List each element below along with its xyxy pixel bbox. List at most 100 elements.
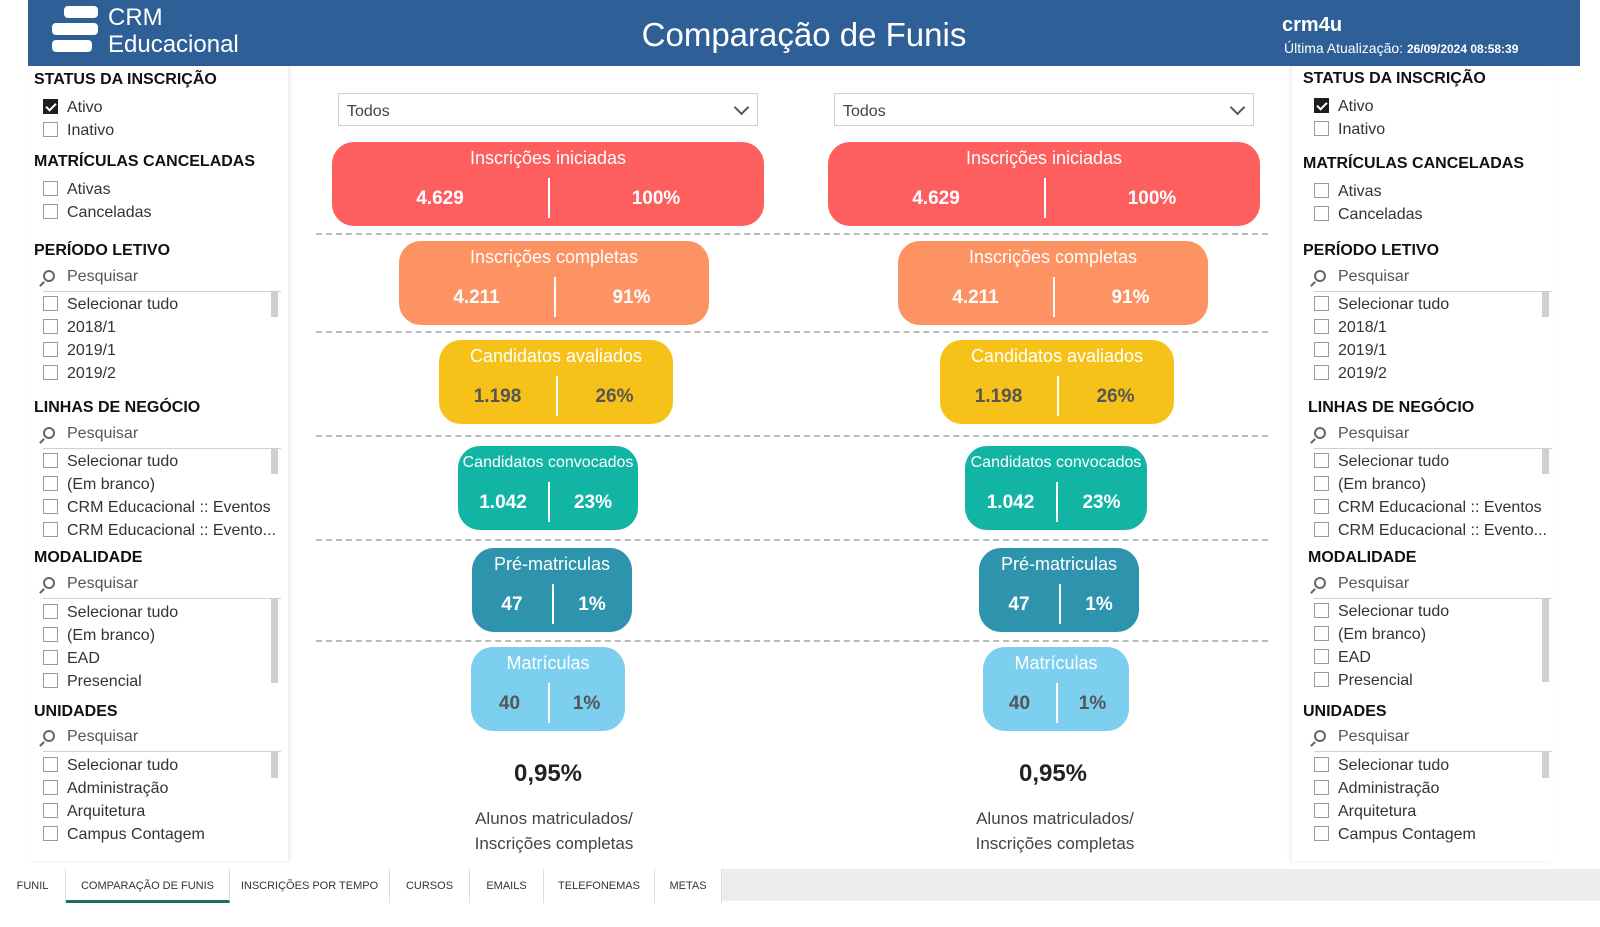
scrollbar[interactable] (1542, 752, 1549, 778)
checkbox[interactable] (1314, 206, 1329, 221)
cancel-option[interactable]: Ativas (1314, 182, 1382, 202)
checkbox[interactable] (1314, 780, 1329, 795)
business-line-option[interactable]: (Em branco) (43, 475, 155, 495)
checkbox[interactable] (1314, 522, 1329, 537)
modality-option[interactable]: EAD (43, 649, 100, 669)
period-search-input[interactable]: Pesquisar (1314, 268, 1552, 292)
checkbox[interactable] (1314, 649, 1329, 664)
tab-inscri-es-por-tempo[interactable]: INSCRIÇÕES POR TEMPO (230, 869, 390, 903)
checkbox[interactable] (1314, 757, 1329, 772)
status-option[interactable]: Ativo (43, 98, 103, 118)
units-option[interactable]: Selecionar tudo (1314, 756, 1449, 776)
checkbox[interactable] (43, 627, 58, 642)
units-search-input[interactable]: Pesquisar (43, 728, 281, 752)
units-option[interactable]: Administração (1314, 779, 1439, 799)
checkbox[interactable] (1314, 626, 1329, 641)
business-line-option[interactable]: CRM Educacional :: Eventos (1314, 498, 1542, 518)
modality-search-input[interactable]: Pesquisar (43, 575, 281, 599)
period-option[interactable]: 2019/1 (1314, 341, 1387, 361)
units-option[interactable]: Campus Contagem (43, 825, 205, 845)
scrollbar[interactable] (271, 752, 278, 778)
business-line-search-input[interactable]: Pesquisar (1314, 425, 1552, 449)
modality-option[interactable]: (Em branco) (1314, 625, 1426, 645)
checkbox[interactable] (1314, 476, 1329, 491)
funnel-2-dropdown[interactable]: Todos (834, 93, 1254, 126)
units-option[interactable]: Campus Contagem (1314, 825, 1476, 845)
checkbox[interactable] (43, 122, 58, 137)
checkbox[interactable] (43, 342, 58, 357)
business-line-option[interactable]: Selecionar tudo (43, 452, 178, 472)
modality-search-input[interactable]: Pesquisar (1314, 575, 1552, 599)
units-option[interactable]: Administração (43, 779, 168, 799)
checkbox[interactable] (43, 499, 58, 514)
scrollbar[interactable] (271, 599, 278, 683)
units-search-input[interactable]: Pesquisar (1314, 728, 1552, 752)
scrollbar[interactable] (271, 291, 278, 317)
checkbox[interactable] (1314, 98, 1329, 113)
checkbox[interactable] (1314, 342, 1329, 357)
period-option[interactable]: Selecionar tudo (1314, 295, 1449, 315)
checkbox[interactable] (43, 296, 58, 311)
units-option[interactable]: Arquitetura (1314, 802, 1416, 822)
checkbox[interactable] (1314, 296, 1329, 311)
units-option[interactable]: Arquitetura (43, 802, 145, 822)
business-line-option[interactable]: CRM Educacional :: Evento... (1314, 521, 1547, 541)
checkbox[interactable] (1314, 826, 1329, 841)
checkbox[interactable] (43, 204, 58, 219)
business-line-option[interactable]: CRM Educacional :: Eventos (43, 498, 271, 518)
checkbox[interactable] (1314, 603, 1329, 618)
modality-option[interactable]: EAD (1314, 648, 1371, 668)
tab-telefonemas[interactable]: TELEFONEMAS (544, 869, 655, 903)
tab-cursos[interactable]: CURSOS (390, 869, 470, 903)
period-option[interactable]: Selecionar tudo (43, 295, 178, 315)
checkbox[interactable] (43, 673, 58, 688)
checkbox[interactable] (43, 780, 58, 795)
checkbox[interactable] (43, 319, 58, 334)
business-line-option[interactable]: CRM Educacional :: Evento... (43, 521, 276, 541)
modality-option[interactable]: Selecionar tudo (43, 603, 178, 623)
checkbox[interactable] (43, 453, 58, 468)
checkbox[interactable] (1314, 365, 1329, 380)
status-option[interactable]: Ativo (1314, 97, 1374, 117)
checkbox[interactable] (43, 522, 58, 537)
business-line-option[interactable]: (Em branco) (1314, 475, 1426, 495)
checkbox[interactable] (43, 650, 58, 665)
checkbox[interactable] (1314, 499, 1329, 514)
scrollbar[interactable] (271, 448, 278, 474)
cancel-option[interactable]: Canceladas (43, 203, 152, 223)
checkbox[interactable] (1314, 319, 1329, 334)
checkbox[interactable] (43, 365, 58, 380)
checkbox[interactable] (1314, 121, 1329, 136)
period-option[interactable]: 2018/1 (1314, 318, 1387, 338)
modality-option[interactable]: (Em branco) (43, 626, 155, 646)
checkbox[interactable] (1314, 183, 1329, 198)
business-line-option[interactable]: Selecionar tudo (1314, 452, 1449, 472)
units-option[interactable]: Selecionar tudo (43, 756, 178, 776)
scrollbar[interactable] (1542, 598, 1549, 682)
modality-option[interactable]: Selecionar tudo (1314, 602, 1449, 622)
business-line-search-input[interactable]: Pesquisar (43, 425, 281, 449)
tab-metas[interactable]: METAS (655, 869, 722, 903)
status-option[interactable]: Inativo (1314, 120, 1385, 140)
period-option[interactable]: 2018/1 (43, 318, 116, 338)
checkbox[interactable] (43, 604, 58, 619)
modality-option[interactable]: Presencial (43, 672, 142, 692)
period-option[interactable]: 2019/2 (43, 364, 116, 384)
scrollbar[interactable] (1542, 291, 1549, 317)
cancel-option[interactable]: Ativas (43, 180, 111, 200)
scrollbar[interactable] (1542, 448, 1549, 474)
status-option[interactable]: Inativo (43, 121, 114, 141)
checkbox[interactable] (43, 99, 58, 114)
checkbox[interactable] (43, 181, 58, 196)
checkbox[interactable] (1314, 453, 1329, 468)
checkbox[interactable] (43, 476, 58, 491)
cancel-option[interactable]: Canceladas (1314, 205, 1423, 225)
tab-compara-o-de-funis[interactable]: COMPARAÇÃO DE FUNIS (66, 869, 230, 903)
period-option[interactable]: 2019/2 (1314, 364, 1387, 384)
checkbox[interactable] (43, 803, 58, 818)
tab-emails[interactable]: EMAILS (470, 869, 544, 903)
period-option[interactable]: 2019/1 (43, 341, 116, 361)
period-search-input[interactable]: Pesquisar (43, 268, 281, 292)
checkbox[interactable] (1314, 803, 1329, 818)
tab-funil[interactable]: FUNIL (0, 869, 66, 903)
